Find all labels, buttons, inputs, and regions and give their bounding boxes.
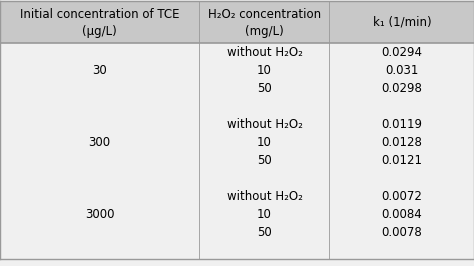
Bar bbox=[0, 1, 474, 43]
Text: k₁ (1/min): k₁ (1/min) bbox=[373, 15, 431, 28]
Text: Initial concentration of TCE: Initial concentration of TCE bbox=[20, 8, 179, 21]
Text: 0.031: 0.031 bbox=[385, 64, 419, 77]
Text: 10: 10 bbox=[257, 207, 272, 221]
Text: 0.0072: 0.0072 bbox=[382, 189, 422, 202]
Text: 0.0078: 0.0078 bbox=[382, 226, 422, 239]
Bar bbox=[0, 43, 474, 259]
Text: 0.0298: 0.0298 bbox=[382, 81, 422, 94]
Text: 50: 50 bbox=[257, 81, 272, 94]
Text: 30: 30 bbox=[92, 64, 107, 77]
Text: 0.0119: 0.0119 bbox=[382, 118, 422, 131]
Text: H₂O₂ concentration: H₂O₂ concentration bbox=[208, 8, 321, 21]
Text: (μg/L): (μg/L) bbox=[82, 25, 117, 38]
Text: 0.0084: 0.0084 bbox=[382, 207, 422, 221]
Text: 50: 50 bbox=[257, 153, 272, 167]
Text: 10: 10 bbox=[257, 135, 272, 148]
Text: (mg/L): (mg/L) bbox=[245, 25, 284, 38]
Text: 50: 50 bbox=[257, 226, 272, 239]
Text: without H₂O₂: without H₂O₂ bbox=[227, 189, 302, 202]
Text: 0.0121: 0.0121 bbox=[382, 153, 422, 167]
Text: 0.0128: 0.0128 bbox=[382, 135, 422, 148]
Text: without H₂O₂: without H₂O₂ bbox=[227, 45, 302, 59]
Text: without H₂O₂: without H₂O₂ bbox=[227, 118, 302, 131]
Text: 3000: 3000 bbox=[85, 207, 114, 221]
Text: 10: 10 bbox=[257, 64, 272, 77]
Text: 0.0294: 0.0294 bbox=[382, 45, 422, 59]
Text: 300: 300 bbox=[89, 135, 110, 148]
